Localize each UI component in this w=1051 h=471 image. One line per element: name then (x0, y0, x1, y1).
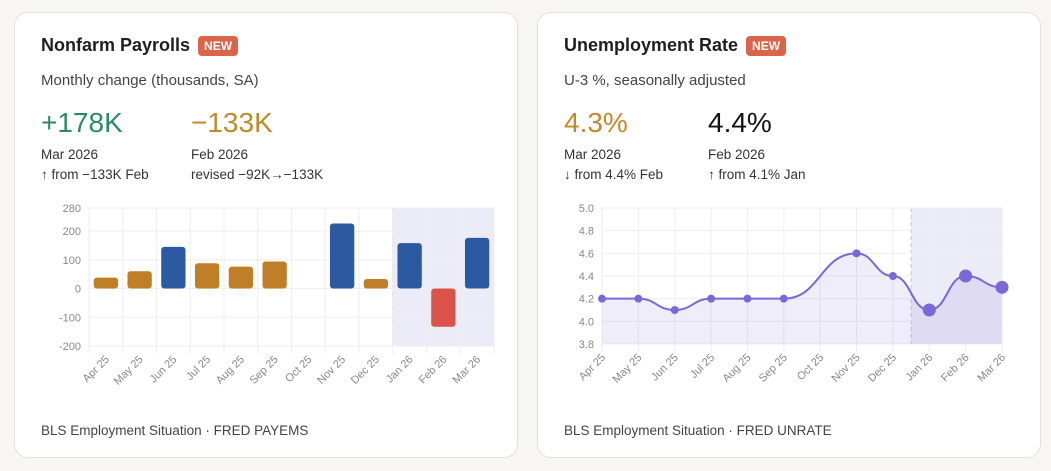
x-tick-label: Feb 26 (417, 354, 450, 387)
x-tick-label: Jul 25 (688, 352, 717, 381)
y-tick-label: 5.0 (579, 203, 594, 215)
y-tick-label: -200 (59, 341, 81, 353)
x-tick-label: Aug 25 (720, 352, 753, 385)
point-apr-25 (598, 294, 606, 303)
x-tick-label: Oct 25 (795, 352, 826, 383)
x-tick-label: Jun 25 (148, 354, 180, 386)
bar-sep-25 (262, 261, 287, 289)
y-tick-label: 280 (63, 203, 81, 215)
point-sep-25 (779, 294, 788, 303)
point-may-25 (634, 294, 643, 303)
new-badge: NEW (198, 35, 239, 56)
stat-date: Mar 2026 (564, 147, 622, 162)
x-tick-label: Feb 26 (939, 352, 972, 385)
point-feb-26 (959, 269, 973, 283)
y-tick-label: 4.6 (579, 248, 594, 260)
point-jul-25 (707, 294, 716, 303)
bar-jul-25 (194, 263, 220, 289)
stat-note: ↑ from 4.1% Jan (708, 167, 806, 182)
x-tick-label: Jul 25 (184, 354, 213, 383)
point-jun-25 (670, 306, 679, 314)
bar-jun-25 (161, 246, 186, 289)
series-line (602, 252, 1003, 312)
point-aug-25 (743, 294, 752, 303)
bar-jan-26 (397, 243, 422, 289)
unemployment-card: Unemployment Rate NEW U-3 %, seasonally a… (537, 12, 1041, 458)
x-tick-label: Apr 25 (81, 354, 112, 385)
stat-date: Feb 2026 (708, 147, 766, 162)
bar-nov-25 (329, 223, 355, 289)
y-tick-label: 4.8 (579, 226, 594, 238)
y-tick-label: 200 (63, 226, 81, 238)
x-tick-label: Aug 25 (214, 354, 247, 387)
source-footer: BLS Employment Situation · FRED PAYEMS (41, 423, 309, 438)
stat-value: +178K (41, 107, 123, 138)
card-title: Nonfarm Payrolls (41, 35, 191, 55)
point-dec-25 (888, 272, 897, 280)
series-area (602, 253, 1002, 344)
card-subtitle: Monthly change (thousands, SA) (41, 72, 259, 89)
payrolls-card: Nonfarm Payrolls NEW Monthly change (thou… (14, 12, 518, 458)
x-tick-label: Jun 25 (649, 352, 681, 384)
bar-feb-26 (431, 288, 456, 327)
y-tick-label: -100 (59, 312, 81, 324)
y-tick-label: 100 (63, 255, 81, 267)
point-mar-26 (995, 280, 1009, 294)
stat-date: Feb 2026 (191, 147, 249, 162)
stat-note: revised −92K→−133K (191, 167, 324, 182)
x-tick-label: Jan 26 (904, 352, 936, 384)
bar-aug-25 (228, 266, 254, 289)
bar-apr-25 (93, 277, 119, 289)
stat-note: ↑ from −133K Feb (41, 167, 149, 182)
stat-primary: +178K Mar 2026 ↑ from −133K Feb (41, 107, 149, 185)
x-tick-label: Oct 25 (283, 354, 314, 385)
bar-mar-26 (464, 237, 490, 289)
new-badge: NEW (746, 35, 787, 56)
x-tick-label: Mar 26 (975, 352, 1008, 385)
x-tick-label: Apr 25 (577, 352, 608, 383)
x-tick-label: May 25 (112, 354, 146, 388)
stat-secondary: −133K Feb 2026 revised −92K→−133K (191, 107, 323, 185)
x-tick-label: Sep 25 (757, 352, 790, 385)
y-tick-label: 4.0 (579, 316, 594, 328)
x-tick-label: May 25 (610, 352, 644, 386)
x-tick-label: Mar 26 (451, 354, 484, 387)
stat-value: −133K (191, 107, 273, 138)
bar-dec-25 (363, 279, 389, 289)
y-tick-label: 4.4 (579, 271, 594, 283)
y-tick-label: 0 (75, 284, 81, 296)
stat-primary: 4.3% Mar 2026 ↓ from 4.4% Feb (564, 107, 663, 185)
x-tick-label: Nov 25 (830, 352, 863, 385)
card-subtitle: U-3 %, seasonally adjusted (564, 72, 746, 89)
x-tick-label: Nov 25 (315, 354, 348, 387)
source-footer: BLS Employment Situation · FRED UNRATE (564, 423, 832, 438)
stat-value: 4.4% (708, 107, 772, 138)
point-nov-25 (852, 249, 861, 258)
y-tick-label: 4.2 (579, 294, 594, 306)
card-title: Unemployment Rate (564, 35, 739, 55)
stat-date: Mar 2026 (41, 147, 99, 162)
x-tick-label: Sep 25 (248, 354, 281, 387)
x-tick-label: Jan 26 (384, 354, 416, 386)
stat-secondary: 4.4% Feb 2026 ↑ from 4.1% Jan (708, 107, 806, 185)
bar-may-25 (127, 271, 152, 289)
y-tick-label: 3.8 (579, 339, 594, 351)
point-jan-26 (922, 303, 936, 317)
stat-value: 4.3% (564, 107, 628, 138)
x-tick-label: Dec 25 (866, 352, 899, 385)
x-tick-label: Dec 25 (349, 354, 382, 387)
stat-note: ↓ from 4.4% Feb (564, 167, 664, 182)
